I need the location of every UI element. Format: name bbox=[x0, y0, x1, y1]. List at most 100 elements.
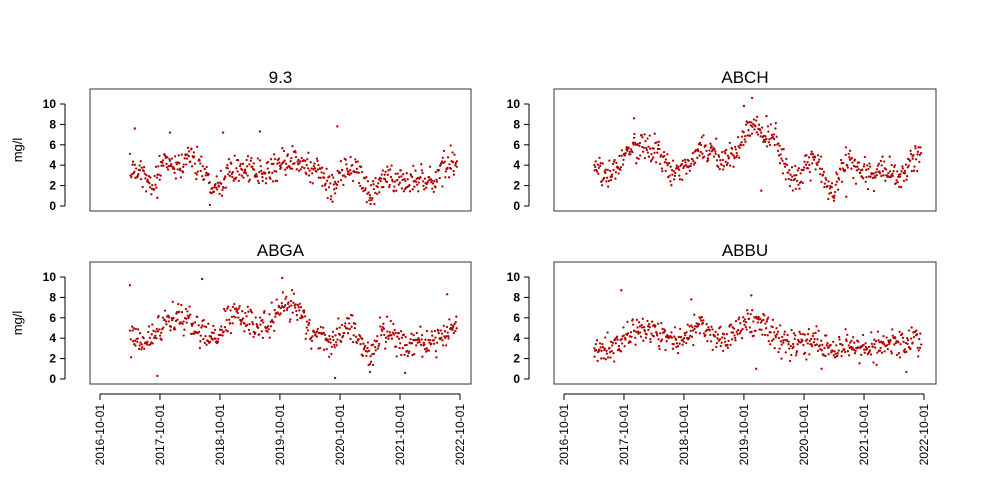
data-point bbox=[305, 320, 309, 323]
data-point bbox=[208, 340, 212, 343]
data-point bbox=[189, 332, 193, 336]
data-point bbox=[653, 132, 656, 135]
data-point bbox=[247, 310, 250, 313]
data-point bbox=[762, 318, 765, 322]
data-point bbox=[873, 342, 876, 346]
data-point bbox=[250, 156, 253, 160]
data-point bbox=[258, 170, 261, 174]
data-point bbox=[880, 174, 883, 178]
data-point bbox=[863, 351, 866, 354]
data-point bbox=[746, 134, 749, 137]
data-point bbox=[185, 163, 188, 166]
data-point bbox=[226, 330, 229, 333]
data-point bbox=[397, 337, 401, 340]
data-point bbox=[817, 329, 820, 332]
data-point bbox=[378, 316, 382, 319]
data-point bbox=[201, 277, 204, 281]
data-point bbox=[455, 165, 458, 168]
data-point bbox=[316, 168, 320, 171]
data-point bbox=[722, 333, 726, 336]
data-point bbox=[661, 170, 664, 173]
data-point bbox=[767, 340, 770, 343]
data-point bbox=[397, 183, 400, 186]
data-point bbox=[598, 156, 601, 160]
data-point bbox=[674, 338, 678, 341]
data-point bbox=[195, 177, 198, 181]
data-point bbox=[717, 165, 720, 169]
data-point bbox=[157, 314, 160, 318]
data-point bbox=[845, 195, 848, 198]
data-point bbox=[232, 315, 236, 318]
y-tick-label: 10 bbox=[507, 270, 521, 284]
data-point bbox=[170, 165, 173, 168]
data-point bbox=[396, 172, 399, 175]
data-point bbox=[276, 162, 279, 165]
data-point bbox=[798, 187, 801, 190]
data-point bbox=[219, 333, 222, 337]
data-point bbox=[780, 357, 783, 360]
data-point bbox=[880, 340, 883, 343]
y-tick-label: 2 bbox=[513, 352, 520, 366]
data-point bbox=[410, 332, 413, 335]
data-point bbox=[681, 343, 684, 346]
data-point bbox=[227, 173, 230, 176]
data-point bbox=[390, 164, 393, 167]
data-point bbox=[269, 320, 272, 323]
data-point bbox=[128, 152, 132, 156]
data-point bbox=[259, 323, 262, 326]
data-point bbox=[763, 140, 767, 143]
data-point bbox=[149, 343, 152, 346]
data-point bbox=[701, 321, 705, 325]
data-point bbox=[398, 176, 401, 179]
data-point bbox=[747, 129, 750, 132]
data-point bbox=[738, 146, 741, 149]
data-point bbox=[905, 350, 908, 354]
data-point bbox=[832, 199, 836, 202]
data-point bbox=[793, 174, 796, 177]
data-point bbox=[325, 347, 328, 351]
data-point bbox=[141, 185, 144, 189]
data-point bbox=[882, 341, 885, 344]
data-point bbox=[642, 339, 645, 342]
data-point bbox=[682, 340, 685, 343]
points-series bbox=[593, 289, 923, 374]
data-point bbox=[763, 314, 766, 317]
data-point bbox=[447, 176, 451, 179]
data-point bbox=[757, 123, 761, 126]
data-point bbox=[148, 336, 152, 339]
data-point bbox=[620, 149, 624, 152]
data-point bbox=[185, 317, 188, 320]
data-point bbox=[749, 312, 752, 316]
data-point bbox=[221, 131, 225, 134]
data-point bbox=[654, 324, 657, 327]
data-point bbox=[142, 336, 145, 340]
data-point bbox=[318, 331, 321, 335]
data-point bbox=[722, 165, 726, 168]
data-point bbox=[678, 342, 681, 345]
data-point bbox=[209, 335, 213, 338]
data-point bbox=[258, 159, 262, 162]
data-point bbox=[676, 345, 680, 348]
data-point bbox=[140, 343, 143, 346]
data-point bbox=[411, 188, 414, 191]
data-point bbox=[818, 344, 822, 347]
data-point bbox=[606, 185, 610, 188]
data-point bbox=[857, 161, 861, 164]
data-point bbox=[273, 169, 276, 173]
data-point bbox=[425, 329, 429, 333]
data-point bbox=[777, 336, 781, 340]
data-point bbox=[330, 352, 333, 356]
data-point bbox=[393, 180, 397, 183]
data-point bbox=[336, 125, 339, 128]
data-point bbox=[413, 352, 416, 356]
data-point bbox=[669, 180, 672, 183]
data-point bbox=[133, 163, 136, 166]
data-point bbox=[748, 134, 752, 137]
data-point bbox=[157, 165, 160, 168]
data-point bbox=[866, 164, 869, 167]
data-point bbox=[298, 309, 301, 312]
data-point bbox=[308, 169, 311, 172]
y-tick-label: 10 bbox=[507, 97, 521, 111]
data-point bbox=[650, 152, 653, 156]
data-point bbox=[794, 187, 797, 191]
